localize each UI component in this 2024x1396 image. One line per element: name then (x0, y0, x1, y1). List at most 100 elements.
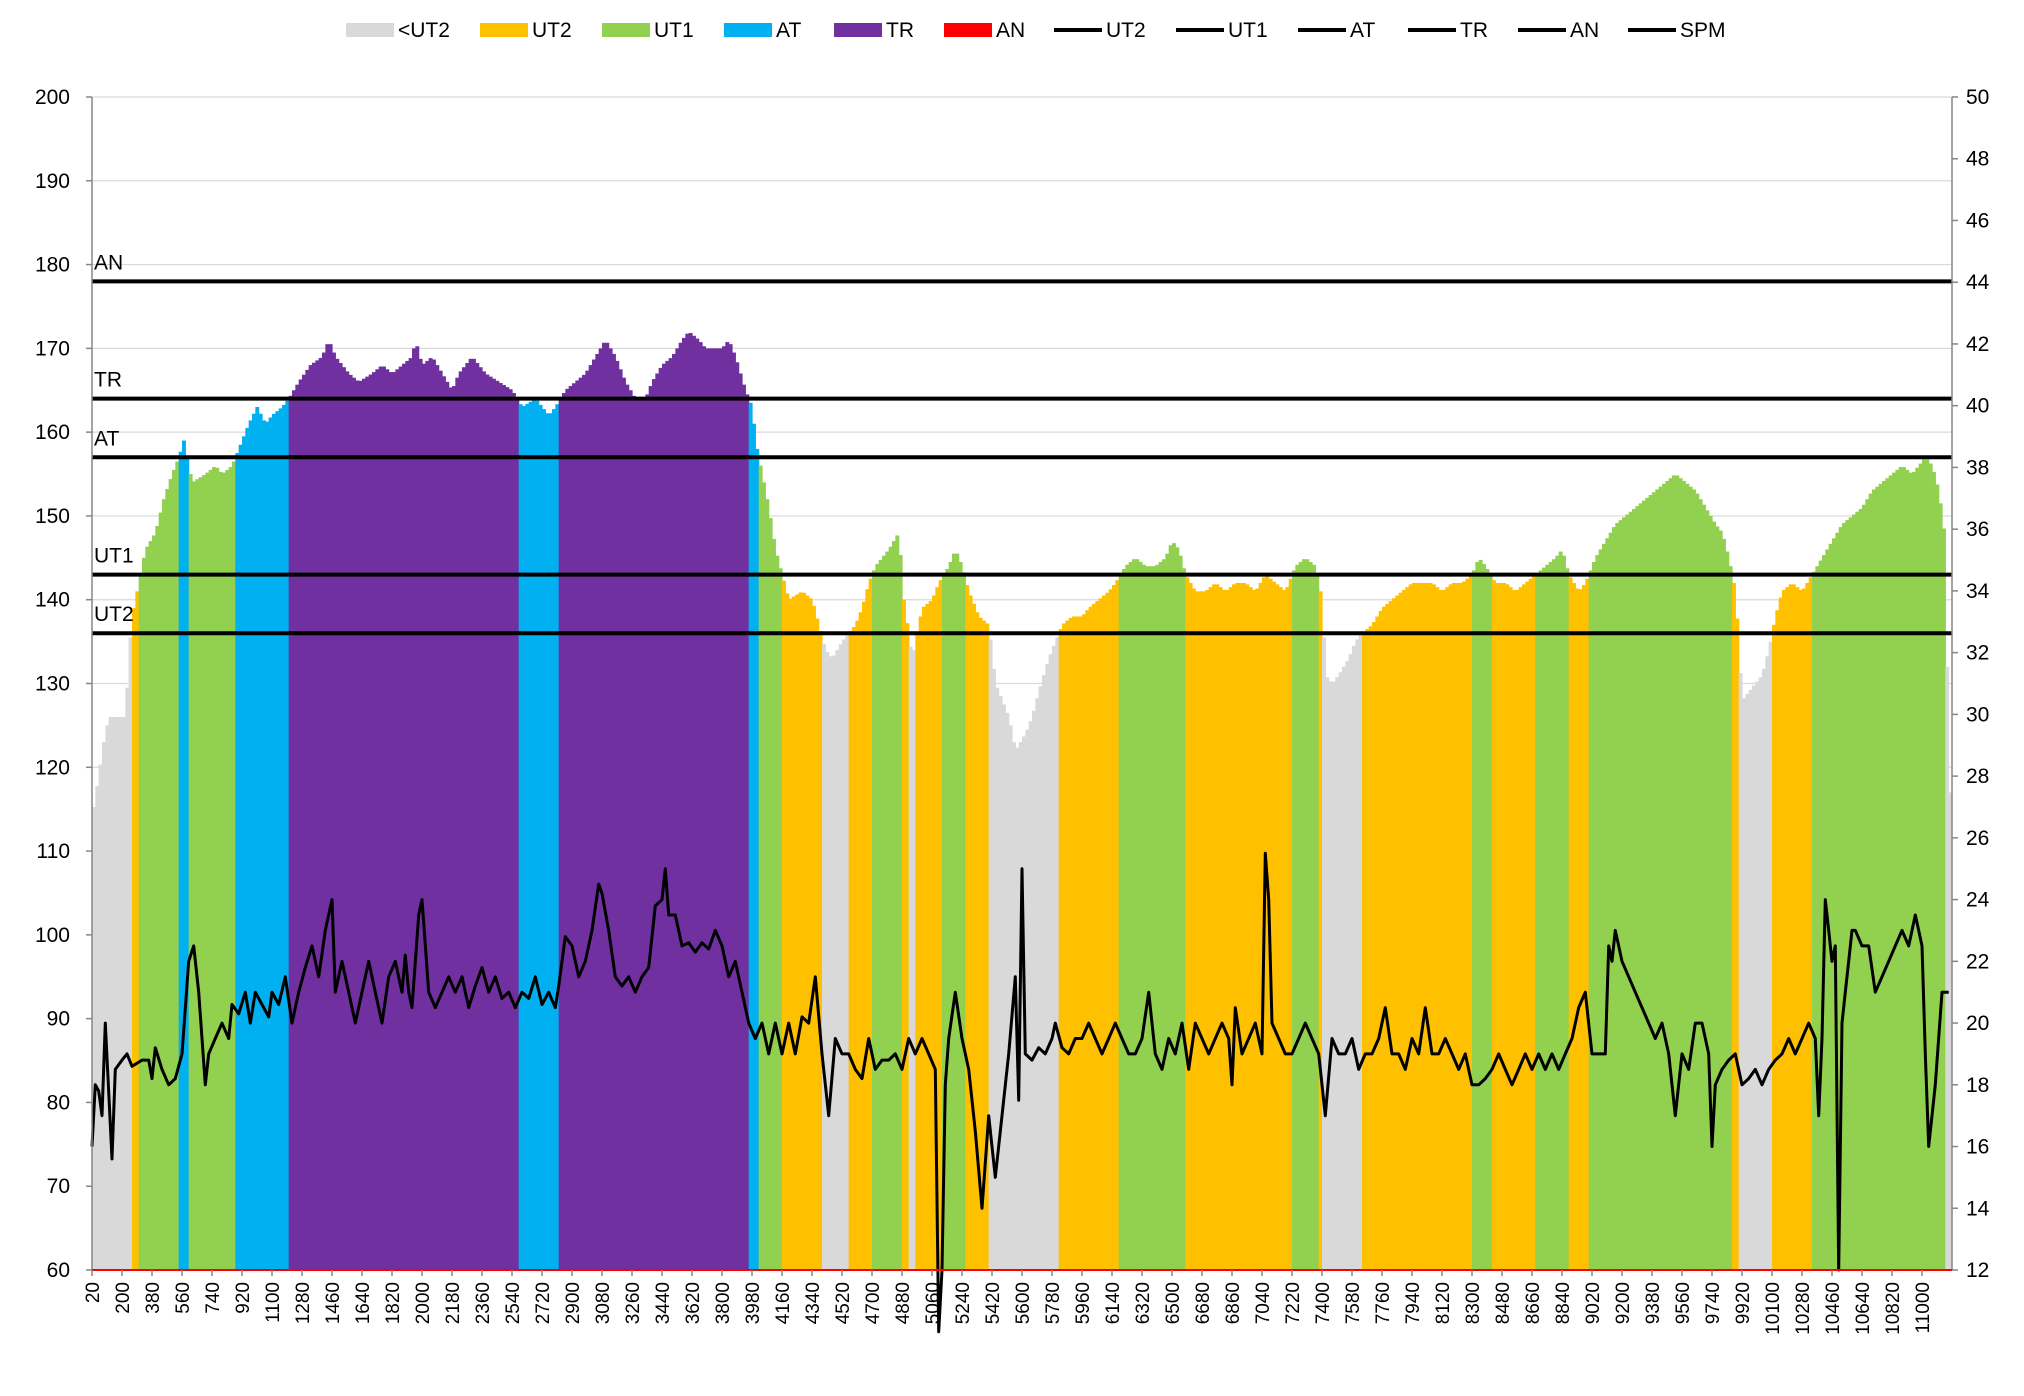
hr-bar (928, 601, 933, 1270)
hr-bar (978, 617, 983, 1270)
y-tick-label-right: 22 (1966, 950, 1989, 973)
ref-label-tr: TR (94, 369, 122, 392)
hr-bar (612, 353, 616, 1270)
hr-bar (755, 448, 760, 1270)
hr-bar (1615, 522, 1620, 1270)
hr-bar (278, 408, 283, 1270)
legend-label: UT2 (1106, 19, 1146, 42)
hr-bar (1658, 486, 1663, 1271)
hr-bar (675, 348, 680, 1270)
hr-bar (1165, 553, 1170, 1270)
ref-label-at: AT (94, 427, 119, 450)
hr-bar (262, 420, 266, 1270)
hr-bar (955, 553, 960, 1270)
hr-bar (1938, 503, 1943, 1270)
hr-bar (1322, 637, 1326, 1270)
hr-bar (438, 370, 443, 1270)
hr-bar (1132, 559, 1136, 1270)
hr-bar (658, 367, 663, 1270)
hr-bar (672, 353, 676, 1270)
hr-bar (855, 620, 860, 1270)
hr-bar (1385, 603, 1390, 1270)
legend-label: AN (1570, 19, 1599, 42)
hr-bar (135, 591, 140, 1270)
legend: <UT2 UT2 UT1 AT TR AN UT2 UT1 AT TR AN SPM (346, 19, 1726, 42)
hr-bar (1818, 560, 1823, 1270)
y-tick-label-right: 14 (1966, 1197, 1990, 1220)
hr-bar (175, 461, 180, 1271)
x-tick-label: 11000 (1913, 1282, 1934, 1333)
hr-bar (1465, 578, 1470, 1270)
hr-bar (838, 644, 843, 1270)
hr-bar (1622, 517, 1626, 1270)
hr-bar (1568, 577, 1573, 1270)
hr-bar (762, 482, 766, 1270)
hr-bar (1855, 511, 1860, 1270)
hr-bar (202, 475, 206, 1271)
x-tick-label: 7580 (1343, 1282, 1364, 1324)
legend-label: UT1 (654, 19, 694, 42)
hr-bar (1328, 681, 1333, 1270)
hr-bar (188, 474, 193, 1270)
hr-bar (1398, 592, 1403, 1270)
hr-bar (148, 541, 153, 1270)
hr-bar (228, 467, 233, 1270)
hr-bar (1148, 566, 1153, 1270)
hr-bar (325, 344, 330, 1270)
hr-bar (1302, 559, 1306, 1270)
hr-bar (258, 413, 263, 1271)
hr-bar (1422, 582, 1426, 1270)
hr-bar (1798, 589, 1803, 1270)
x-tick-label: 9740 (1703, 1282, 1724, 1324)
hr-bar (485, 374, 490, 1270)
hr-bar (198, 477, 203, 1270)
hr-bar (1142, 564, 1146, 1270)
hr-bar (312, 362, 316, 1271)
hr-bar (648, 386, 653, 1270)
hr-bar (102, 742, 106, 1270)
hr-bar (432, 359, 436, 1270)
hr-bar (115, 717, 120, 1270)
hr-bar (1845, 520, 1850, 1270)
hr-bar (155, 525, 160, 1270)
hr-bar (1152, 566, 1156, 1270)
y-tick-label-left: 190 (35, 170, 70, 193)
hr-bar (1405, 587, 1410, 1270)
hr-bar (1395, 595, 1400, 1270)
hr-bar (382, 366, 386, 1270)
y-tick-label-left: 160 (35, 421, 70, 444)
hr-bar (738, 373, 743, 1270)
hr-bar (1228, 587, 1233, 1270)
hr-bar (865, 589, 870, 1270)
x-tick-label: 2900 (563, 1282, 584, 1324)
x-tick-label: 5420 (983, 1282, 1004, 1324)
hr-bar (1852, 514, 1856, 1270)
hr-bar (975, 612, 980, 1270)
hr-bar (708, 348, 713, 1270)
hr-bar (1678, 478, 1683, 1271)
hr-bar (118, 717, 123, 1270)
hr-bar (932, 595, 936, 1270)
hr-bar (1472, 570, 1476, 1270)
hr-bar (1712, 521, 1716, 1270)
hr-bar (1768, 641, 1773, 1270)
hr-bar (1528, 578, 1533, 1270)
hr-bar (1062, 623, 1066, 1270)
hr-bar (332, 352, 336, 1270)
hr-bar (1458, 582, 1463, 1270)
hr-bar (1748, 689, 1753, 1270)
hr-bar (635, 398, 640, 1270)
hr-bar (905, 623, 910, 1270)
hr-bar (1922, 459, 1926, 1270)
hr-bar (318, 357, 323, 1270)
hr-bar (552, 409, 556, 1271)
x-tick-label: 3980 (743, 1282, 764, 1324)
hr-bar (462, 367, 466, 1271)
hr-bar (852, 626, 856, 1270)
x-tick-label: 5960 (1073, 1282, 1094, 1324)
hr-bar (985, 623, 990, 1270)
hr-bar (972, 603, 976, 1270)
hr-bar (1672, 475, 1676, 1270)
hr-bar (825, 652, 830, 1270)
hr-bar (1892, 472, 1896, 1270)
